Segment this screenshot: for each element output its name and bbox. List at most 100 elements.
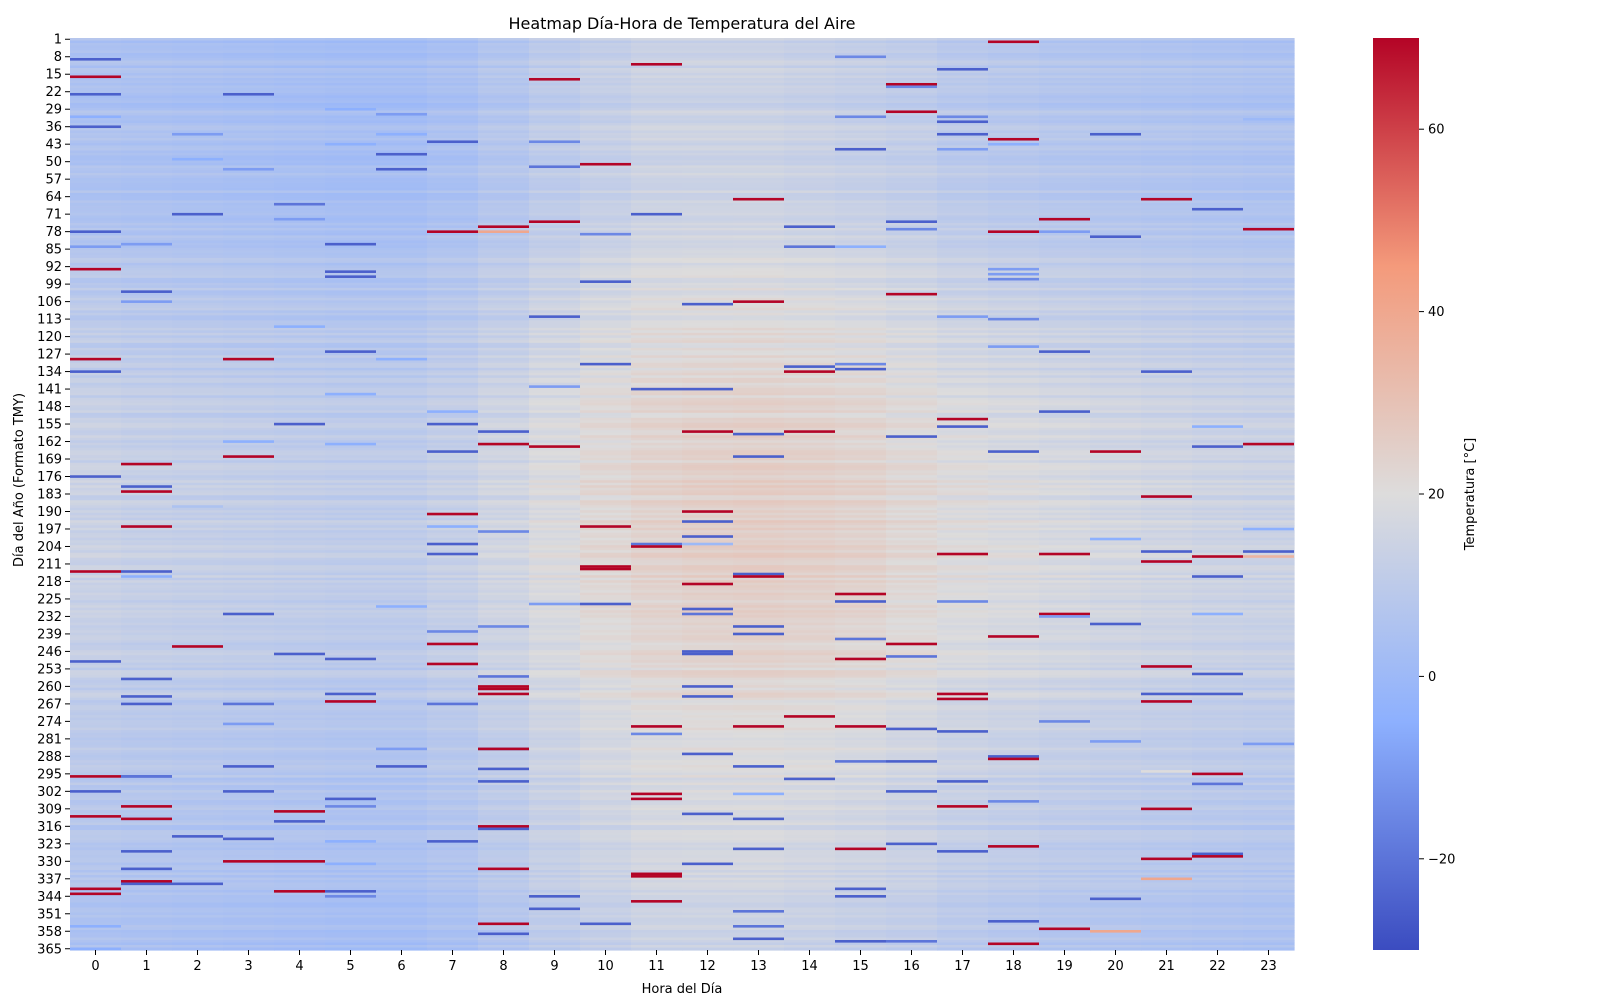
heatmap-cell — [886, 430, 938, 434]
heatmap-cell — [631, 165, 683, 169]
heatmap-cell — [70, 137, 122, 142]
heatmap-cell — [937, 517, 989, 521]
heatmap-cell — [988, 332, 1040, 336]
heatmap-cell — [1141, 410, 1193, 414]
heatmap-cell — [733, 195, 785, 199]
heatmap-cell — [478, 102, 530, 107]
heatmap-cell — [835, 422, 887, 426]
heatmap-cell — [1039, 122, 1091, 127]
heatmap-cell — [427, 195, 479, 199]
heatmap-cell — [172, 60, 224, 64]
heatmap-cell — [733, 262, 785, 266]
heatmap-cell — [1039, 432, 1091, 436]
heatmap-cell — [784, 282, 836, 286]
heatmap-cell — [1039, 312, 1091, 316]
heatmap-cell — [427, 160, 479, 164]
heatmap-cell — [682, 225, 734, 229]
heatmap-cell — [274, 197, 326, 202]
heatmap-cell — [478, 407, 530, 411]
heatmap-cell — [70, 205, 122, 209]
heatmap-cell — [682, 145, 734, 149]
heatmap-cell — [835, 67, 887, 72]
heatmap-cell — [1192, 77, 1244, 82]
heatmap-cell — [274, 357, 326, 361]
heatmap-cell — [427, 332, 479, 336]
heatmap-cell — [1090, 350, 1142, 354]
heatmap-cell — [376, 550, 428, 554]
heatmap-cell — [631, 217, 683, 221]
heatmap-cell — [988, 480, 1040, 484]
heatmap-cell — [631, 38, 683, 42]
heatmap-cell — [529, 117, 581, 122]
heatmap-cell — [1039, 277, 1091, 281]
heatmap-cell — [172, 285, 224, 289]
heatmap-cell — [886, 122, 938, 127]
chart-title: Heatmap Día-Hora de Temperatura del Aire — [508, 14, 855, 33]
heatmap-cell — [121, 357, 173, 361]
heatmap-cell — [376, 90, 428, 94]
heatmap-cell — [427, 225, 479, 229]
heatmap-cell — [70, 132, 122, 137]
heatmap-cell — [1192, 312, 1244, 316]
heatmap-cell — [631, 437, 683, 441]
heatmap-cell — [1090, 157, 1142, 162]
heatmap-cell — [682, 130, 734, 134]
heatmap-cell — [631, 450, 683, 454]
heatmap-cell — [478, 545, 530, 549]
heatmap-cell — [325, 180, 377, 184]
heatmap-cell — [1039, 375, 1091, 379]
heatmap-cell — [886, 327, 938, 331]
heatmap-cell — [835, 202, 887, 207]
heatmap-cell — [835, 140, 887, 144]
heatmap-cell — [376, 430, 428, 434]
heatmap-cell — [784, 172, 836, 177]
heatmap-cell — [580, 267, 632, 271]
heatmap-cell — [121, 217, 173, 221]
heatmap-cell — [325, 522, 377, 526]
heatmap-cell — [1039, 555, 1091, 559]
heatmap-cell — [988, 365, 1040, 369]
heatmap-cell — [580, 502, 632, 506]
heatmap-cell — [835, 187, 887, 192]
heatmap-cell — [784, 227, 836, 231]
heatmap-cell — [478, 197, 530, 202]
heatmap-cell — [733, 425, 785, 429]
heatmap-cell — [427, 485, 479, 489]
heatmap-cell — [682, 275, 734, 279]
heatmap-cell — [1090, 372, 1142, 376]
heatmap-cell — [682, 417, 734, 421]
heatmap-cell — [580, 212, 632, 216]
heatmap-cell — [70, 162, 122, 167]
heatmap-cell — [223, 465, 275, 469]
heatmap-cell — [529, 227, 581, 231]
heatmap-cell — [682, 362, 734, 366]
heatmap-cell — [784, 527, 836, 531]
heatmap-cell — [172, 102, 224, 107]
heatmap-cell — [1192, 325, 1244, 329]
heatmap-cell — [376, 237, 428, 241]
heatmap-cell — [988, 442, 1040, 446]
heatmap-cell — [631, 102, 683, 107]
heatmap-cell — [1243, 105, 1295, 109]
heatmap-cell — [580, 310, 632, 314]
heatmap-cell — [784, 90, 836, 94]
heatmap-cell — [1243, 145, 1295, 149]
heatmap-cell — [70, 327, 122, 331]
heatmap-cell — [1039, 160, 1091, 164]
heatmap-cell — [376, 270, 428, 274]
heatmap-cell — [835, 305, 887, 309]
heatmap-cell — [274, 245, 326, 249]
heatmap-cell — [1192, 90, 1244, 94]
heatmap-cell — [1243, 85, 1295, 89]
heatmap-cell — [172, 275, 224, 279]
heatmap-cell — [835, 335, 887, 339]
heatmap-cell — [1243, 262, 1295, 266]
heatmap-cell — [70, 467, 122, 471]
heatmap-cell — [988, 150, 1040, 154]
heatmap-cell — [886, 95, 938, 99]
heatmap-cell — [70, 540, 122, 544]
heatmap-cell — [70, 367, 122, 371]
heatmap-cell — [1090, 282, 1142, 286]
heatmap-cell — [478, 475, 530, 479]
heatmap-cell — [784, 335, 836, 339]
